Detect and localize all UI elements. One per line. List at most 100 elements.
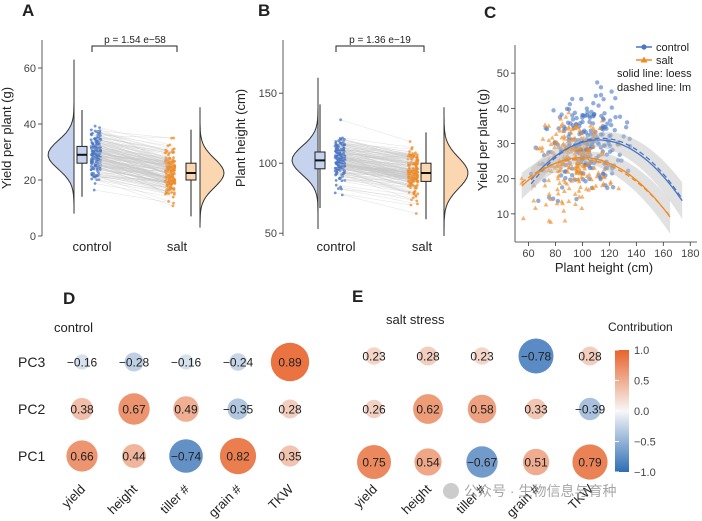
b-pair-line [336, 180, 410, 193]
a-salt-point [170, 190, 174, 194]
a-salt-point [172, 181, 176, 185]
a-violin-control [47, 59, 75, 214]
b-pair-line [341, 188, 418, 205]
b-pair-line [344, 163, 410, 176]
c-control-point [609, 171, 615, 176]
b-control-point [339, 118, 343, 122]
c-control-point [570, 113, 575, 118]
b-salt-point [411, 152, 415, 156]
a-control-point [92, 150, 96, 154]
d-grid-cell-circle [227, 398, 249, 420]
b-violin-control [291, 77, 319, 229]
panel-c-ticks: 60 80 100 120 140 160 180 10 20 30 40 50 [497, 68, 700, 260]
panel-a-violins [47, 59, 225, 228]
a-pair-line [91, 169, 167, 186]
c-salt-point [588, 123, 593, 128]
a-pair-line [92, 154, 170, 190]
c-xtick-label: 160 [654, 248, 672, 260]
c-salt-point [599, 118, 605, 123]
a-control-point [98, 134, 102, 137]
c-salt-point [584, 162, 590, 167]
b-control-point [333, 166, 337, 170]
a-pair-line [96, 168, 171, 183]
c-control-point [615, 158, 621, 163]
c-control-point [579, 96, 584, 102]
c-salt-point [593, 183, 599, 188]
c-control-point [617, 114, 623, 119]
panel-b-pvalue: p = 1.36 e−19 [349, 35, 411, 46]
a-pair-line [92, 160, 171, 171]
panel-e-title: salt stress [386, 312, 445, 327]
b-pair-line [342, 194, 417, 214]
e-grid-cell-circle [578, 397, 602, 421]
d-grid-cell-value: 0.66 [70, 450, 94, 464]
c-control-point [627, 136, 632, 142]
c-salt-point [546, 123, 552, 128]
a-control-point [94, 163, 98, 167]
d-grid-cell-value: −0.35 [223, 403, 254, 417]
c-control-point [625, 168, 631, 174]
a-pair-line [95, 176, 168, 183]
a-pair-line [94, 183, 174, 198]
d-grid-cell-circle [74, 354, 90, 370]
c-control-point [601, 127, 606, 132]
a-salt-point [167, 192, 171, 195]
panel-c-legend: control salt solid line: loess dashed li… [617, 42, 692, 94]
e-grid-cell-value: 0.62 [416, 403, 440, 417]
a-salt-point [165, 192, 168, 195]
c-ytick-label: 50 [497, 68, 509, 80]
a-control-point [95, 174, 99, 178]
e-grid-cell-circle [473, 347, 491, 365]
c-control-point [601, 96, 606, 102]
a-pair-line [94, 175, 169, 194]
a-pair-line [94, 189, 174, 204]
a-pair-line [92, 162, 170, 190]
b-pair-line [344, 139, 411, 156]
a-salt-point [172, 164, 176, 168]
c-salt-point [552, 144, 558, 150]
e-grid-cell-circle [414, 448, 442, 476]
c-control-point [609, 89, 614, 94]
c-control-point [613, 95, 618, 101]
c-salt-point [558, 116, 564, 121]
d-grid-cell-circle [169, 439, 203, 473]
c-salt-point [608, 181, 613, 186]
b-pair-line [344, 144, 409, 157]
d-grid-cell-value: −0.28 [119, 356, 150, 370]
c-control-point [570, 117, 576, 122]
b-control-point [335, 172, 339, 176]
c-salt-point [548, 141, 554, 147]
a-pair-line [91, 169, 167, 190]
c-salt-point [586, 172, 592, 177]
b-pair-line [340, 119, 411, 142]
c-salt-point [566, 138, 571, 144]
a-pair-line [95, 175, 169, 202]
watermark: 公众号 · 生物信息与育种 [443, 483, 616, 499]
b-control-point [339, 185, 342, 189]
legend-control-marker [641, 44, 647, 50]
colorbar-tick-label: 1.0 [634, 345, 649, 357]
c-control-point [595, 80, 600, 85]
b-pair-line [337, 144, 413, 160]
e-grid-cell-circle [364, 399, 384, 419]
a-pair-line [97, 134, 166, 154]
c-salt-point [601, 181, 606, 186]
c-control-point [536, 198, 541, 203]
c-control-point [600, 123, 606, 129]
c-salt-point [559, 198, 565, 204]
panel-a-points [89, 124, 177, 208]
panel-d: D control PC3 −0.16 −0.28 −0.16 −0.24 0.89 PC2… [18, 289, 310, 520]
b-control-point [339, 154, 343, 157]
c-control-point [604, 152, 610, 157]
c-control-loess [530, 139, 683, 202]
c-control-point [589, 109, 594, 115]
c-salt-point [594, 174, 600, 179]
c-salt-point [562, 179, 568, 185]
b-salt-point [416, 192, 420, 196]
a-salt-point [171, 195, 175, 199]
panel-c-ylabel: Yield per plant (g) [475, 89, 490, 191]
b-control-point [343, 143, 346, 146]
c-salt-point [558, 123, 564, 129]
a-control-point [92, 171, 95, 175]
d-grid-cell-circle [178, 354, 194, 370]
